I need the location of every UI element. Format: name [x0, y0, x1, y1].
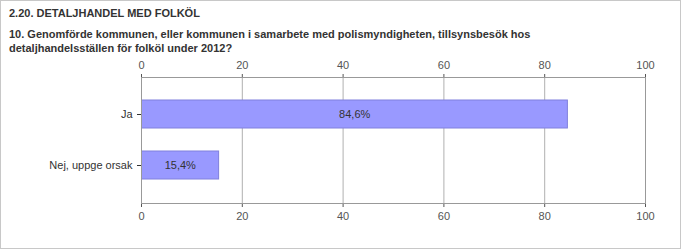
- html-text:10. Genomförde kommunen, eller: 10. Genomförde kommunen, eller kommunen …: [9, 28, 531, 54]
- svg-text:60: 60: [438, 210, 450, 222]
- svg-text:80: 80: [539, 59, 551, 71]
- svg-text:20: 20: [236, 210, 248, 222]
- svg-text:84,6%: 84,6%: [339, 108, 370, 120]
- svg-text:Nej, uppge orsak: Nej, uppge orsak: [49, 159, 133, 171]
- svg-text:0: 0: [138, 210, 144, 222]
- svg-text:0: 0: [138, 59, 144, 71]
- svg-text:100: 100: [636, 210, 654, 222]
- svg-text:100: 100: [636, 59, 654, 71]
- svg-text:40: 40: [337, 59, 349, 71]
- svg-text:15,4%: 15,4%: [165, 159, 196, 171]
- svg-text:80: 80: [539, 210, 551, 222]
- svg-text:20: 20: [236, 59, 248, 71]
- svg-text:60: 60: [438, 59, 450, 71]
- svg-text:40: 40: [337, 210, 349, 222]
- svg-text:Ja: Ja: [121, 108, 134, 120]
- html-text:2.20. DETALJHANDEL MED FOLKÖL: 2.20. DETALJHANDEL MED FOLKÖL: [9, 7, 200, 19]
